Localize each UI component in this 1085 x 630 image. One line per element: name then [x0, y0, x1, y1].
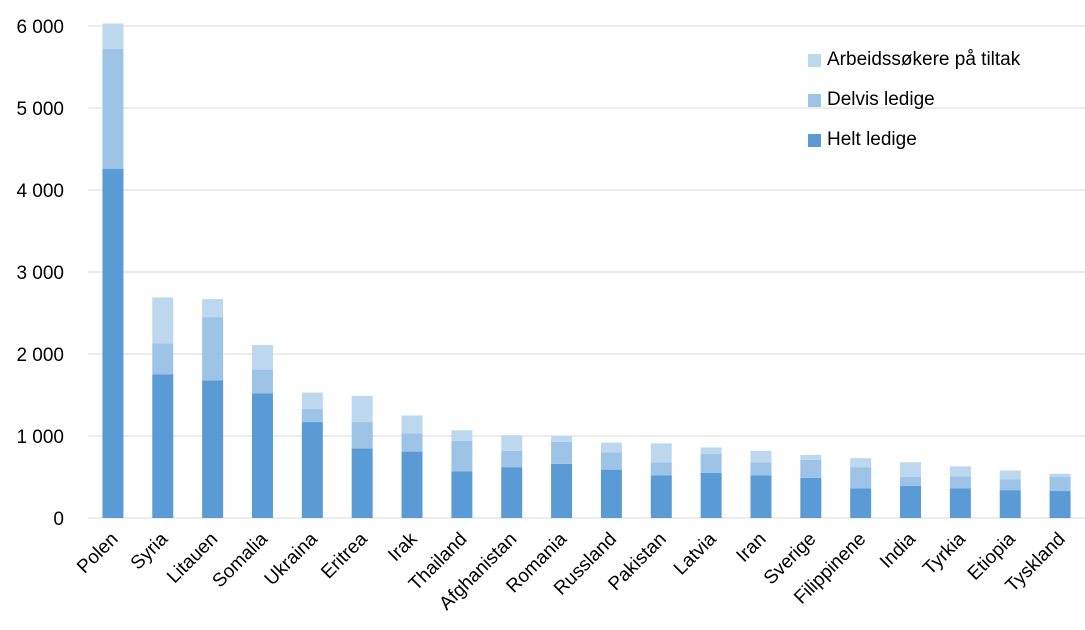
bar-segment-delvis [949, 476, 971, 489]
bar-segment-tiltak [451, 430, 473, 441]
bar-segment-tiltak [800, 454, 822, 460]
bar-segment-delvis [501, 450, 523, 468]
bar-segment-helt [152, 374, 174, 518]
bar-segment-delvis [1049, 477, 1071, 491]
bar-segment-helt [700, 472, 722, 518]
bar-segment-tiltak [152, 297, 174, 344]
legend-item-helt: Helt ledige [808, 120, 1020, 160]
bar-segment-delvis [600, 452, 622, 470]
bar-segment-helt [551, 463, 573, 518]
bar-segment-helt [351, 448, 373, 518]
legend-swatch-helt [808, 133, 821, 147]
bar-segment-delvis [551, 441, 573, 464]
y-tick-label: 0 [53, 509, 64, 530]
x-tick-label: Tyrkia [919, 528, 970, 579]
bar-segment-helt [600, 469, 622, 518]
bar-segment-tiltak [551, 436, 573, 442]
x-tick-label: Iran [733, 529, 771, 567]
bar-segment-helt [999, 490, 1021, 518]
bar-segment-tiltak [202, 299, 224, 318]
x-tick-label: Somalia [209, 528, 273, 592]
bar-segment-tiltak [999, 470, 1021, 480]
y-tick-label: 1 000 [16, 427, 64, 448]
bar-segment-helt [750, 475, 772, 518]
bar-segment-delvis [152, 343, 174, 375]
bar-segment-delvis [202, 317, 224, 381]
bar-segment-delvis [850, 467, 872, 489]
bar-segment-helt [650, 475, 672, 518]
bar-segment-helt [1049, 490, 1071, 518]
bar-segment-helt [401, 451, 423, 518]
bar-segment-tiltak [650, 443, 672, 463]
y-tick-label: 3 000 [16, 263, 64, 284]
bar-segment-tiltak [900, 462, 922, 477]
x-tick-label: Ukraina [261, 528, 322, 589]
bar-segment-tiltak [102, 23, 124, 49]
bar-segment-tiltak [251, 344, 273, 370]
y-tick-label: 4 000 [16, 181, 64, 202]
bar-segment-helt [451, 471, 473, 518]
bar-segment-delvis [750, 462, 772, 476]
bar-segment-delvis [650, 462, 672, 476]
bar-segment-helt [102, 168, 124, 518]
legend-item-tiltak: Arbeidssøkere på tiltak [808, 40, 1020, 80]
bar-segment-tiltak [351, 395, 373, 423]
legend-label-helt: Helt ledige [827, 129, 917, 150]
bar-segment-helt [501, 467, 523, 518]
legend-swatch-delvis [808, 93, 821, 107]
bar-segment-tiltak [401, 415, 423, 434]
bar-segment-tiltak [949, 466, 971, 477]
bar-segment-helt [301, 422, 323, 518]
legend-item-delvis: Delvis ledige [808, 80, 1020, 120]
bar-segment-tiltak [850, 458, 872, 468]
bar-segment-helt [949, 488, 971, 518]
x-tick-label: India [876, 528, 920, 572]
bar-segment-tiltak [1049, 473, 1071, 477]
bar-segment-delvis [102, 48, 124, 169]
bar-segment-delvis [251, 369, 273, 394]
bar-segment-helt [850, 488, 872, 518]
bar-segment-tiltak [700, 447, 722, 455]
x-tick-label: Eritrea [317, 528, 372, 583]
bar-segment-delvis [351, 422, 373, 449]
x-tick-label: Latvia [670, 528, 721, 579]
y-tick-label: 2 000 [16, 345, 64, 366]
bar-segment-helt [202, 380, 224, 518]
legend-label-delvis: Delvis ledige [827, 89, 935, 110]
bar-segment-tiltak [501, 435, 523, 451]
legend-swatch-tiltak [808, 53, 821, 67]
bar-segment-delvis [900, 477, 922, 487]
bar-segment-helt [900, 486, 922, 518]
y-tick-label: 5 000 [16, 99, 64, 120]
bar-segment-delvis [401, 433, 423, 452]
bar-segment-delvis [301, 408, 323, 423]
legend-label-tiltak: Arbeidssøkere på tiltak [827, 49, 1021, 70]
bar-segment-tiltak [301, 392, 323, 409]
y-tick-label: 6 000 [16, 17, 64, 38]
bar-segment-tiltak [750, 450, 772, 463]
x-tick-label: Irak [384, 528, 422, 566]
legend: Arbeidssøkere på tiltak Delvis ledige He… [808, 40, 1020, 160]
bars [102, 23, 1071, 518]
bar-segment-helt [251, 393, 273, 518]
bar-segment-delvis [999, 479, 1021, 491]
bar-segment-helt [800, 477, 822, 518]
x-tick-label: Polen [73, 529, 122, 578]
bar-segment-tiltak [600, 442, 622, 453]
bar-segment-delvis [700, 454, 722, 473]
y-axis: 0 1 000 2 000 3 000 4 000 5 000 6 000 [16, 17, 64, 530]
bar-segment-delvis [451, 440, 473, 472]
x-tick-label: Syria [127, 528, 173, 574]
bar-segment-delvis [800, 459, 822, 478]
